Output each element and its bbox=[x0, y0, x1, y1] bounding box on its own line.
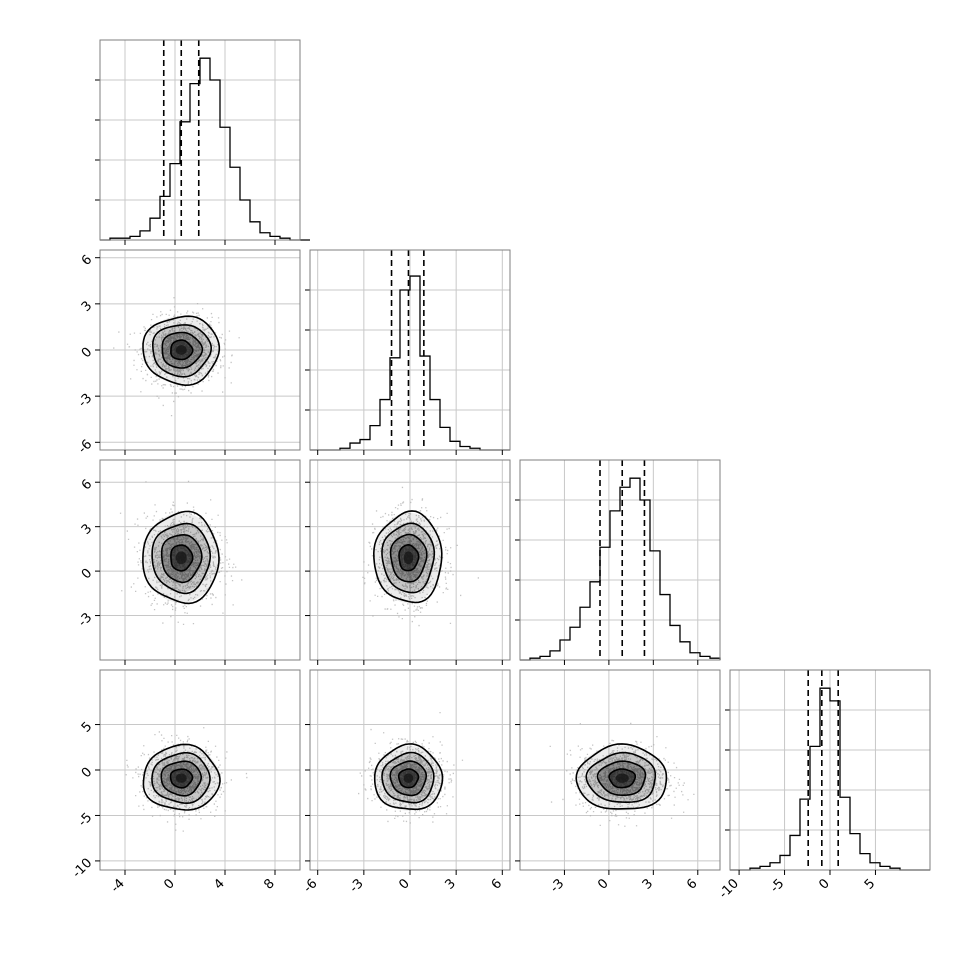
pair-panel-1-0: -6 -3 0 3 6 bbox=[76, 249, 301, 457]
contour-line bbox=[608, 768, 637, 789]
y-tick-label: 3 bbox=[79, 521, 95, 537]
contour-line bbox=[151, 324, 213, 378]
contour-line bbox=[585, 751, 657, 803]
y-tick-label: 0 bbox=[79, 345, 95, 361]
contour-line bbox=[397, 768, 420, 789]
y-tick-label: 6 bbox=[79, 252, 95, 268]
pair-panel-3-1: -6 -3 0 3 6 bbox=[301, 669, 511, 896]
y-tick-label: -10 bbox=[70, 856, 96, 882]
contour-line bbox=[151, 522, 211, 595]
panel-frame bbox=[99, 39, 301, 241]
x-tick-label: 4 bbox=[211, 876, 227, 892]
contour-line bbox=[389, 760, 427, 797]
hist-step bbox=[100, 57, 310, 241]
hist-step bbox=[310, 275, 510, 451]
y-tick-label: 5 bbox=[79, 719, 95, 735]
pair-panel-2-1 bbox=[305, 459, 511, 665]
x-tick-label: -3 bbox=[347, 876, 367, 896]
contour-line bbox=[372, 510, 443, 604]
contour-line bbox=[381, 751, 435, 804]
contour-line bbox=[170, 544, 194, 572]
contour-line bbox=[160, 533, 203, 584]
x-tick-label: 5 bbox=[862, 876, 878, 892]
x-tick-label: 3 bbox=[640, 876, 656, 892]
contour-line bbox=[151, 752, 211, 805]
contour-line bbox=[160, 760, 202, 797]
contour-line bbox=[142, 315, 221, 387]
pair-panel-2-0: -3 0 3 6 bbox=[76, 459, 301, 665]
density-core bbox=[175, 345, 187, 355]
x-tick-label: 6 bbox=[684, 876, 700, 892]
density-core bbox=[403, 551, 414, 565]
hist-panel-3: -10 -5 0 5 bbox=[716, 669, 931, 902]
x-tick-label: -6 bbox=[301, 876, 321, 896]
scatter-points bbox=[358, 712, 464, 824]
contour-line bbox=[381, 522, 436, 594]
contour-line bbox=[575, 743, 668, 810]
contour-line bbox=[169, 768, 194, 789]
contour-line bbox=[142, 743, 221, 811]
density-layer bbox=[358, 712, 464, 824]
density-core bbox=[175, 773, 187, 783]
contour-line bbox=[398, 543, 420, 572]
density-core bbox=[403, 773, 414, 783]
pair-panel-3-2: -3 0 3 6 bbox=[515, 669, 721, 896]
x-tick-label: 0 bbox=[161, 876, 177, 892]
y-tick-label: -3 bbox=[76, 391, 96, 411]
density-core bbox=[175, 551, 187, 565]
density-layer bbox=[119, 480, 243, 625]
panel-frame bbox=[519, 459, 721, 661]
scatter-points bbox=[113, 297, 240, 417]
x-tick-label: -5 bbox=[768, 876, 788, 896]
hist-panel-1 bbox=[305, 249, 511, 455]
hist-panel-0 bbox=[95, 39, 310, 245]
hist-panel-2 bbox=[515, 459, 721, 665]
y-tick-label: 0 bbox=[79, 765, 95, 781]
contour-line bbox=[596, 760, 647, 796]
x-tick-label: -3 bbox=[547, 876, 567, 896]
density-core bbox=[615, 773, 629, 783]
x-tick-label: 3 bbox=[443, 876, 459, 892]
y-tick-label: -6 bbox=[76, 437, 96, 457]
hist-step bbox=[730, 687, 930, 871]
x-tick-label: 0 bbox=[816, 876, 832, 892]
x-tick-label: 8 bbox=[261, 876, 277, 892]
density-layer bbox=[549, 722, 695, 827]
contour-line bbox=[373, 743, 444, 811]
contour-line bbox=[170, 339, 194, 361]
y-tick-label: -5 bbox=[76, 810, 96, 830]
contour-line bbox=[389, 533, 428, 583]
contour-line bbox=[161, 331, 204, 369]
hist-step bbox=[520, 477, 721, 661]
panel-frame bbox=[99, 459, 301, 661]
x-tick-label: 0 bbox=[396, 876, 412, 892]
x-tick-label: 0 bbox=[595, 876, 611, 892]
y-tick-label: 3 bbox=[79, 299, 95, 315]
y-tick-label: -3 bbox=[76, 610, 96, 630]
x-tick-label: 6 bbox=[489, 876, 505, 892]
pair-panel-3-0: -4 0 4 8 -10 -5 0 5 bbox=[70, 669, 301, 896]
x-tick-label: -4 bbox=[108, 876, 128, 896]
density-layer bbox=[125, 727, 248, 832]
density-layer bbox=[362, 486, 479, 627]
y-tick-label: 0 bbox=[79, 566, 95, 582]
y-tick-label: 6 bbox=[79, 477, 95, 493]
x-tick-label: -10 bbox=[716, 876, 742, 902]
contour-line bbox=[142, 510, 220, 605]
density-layer bbox=[113, 297, 240, 417]
